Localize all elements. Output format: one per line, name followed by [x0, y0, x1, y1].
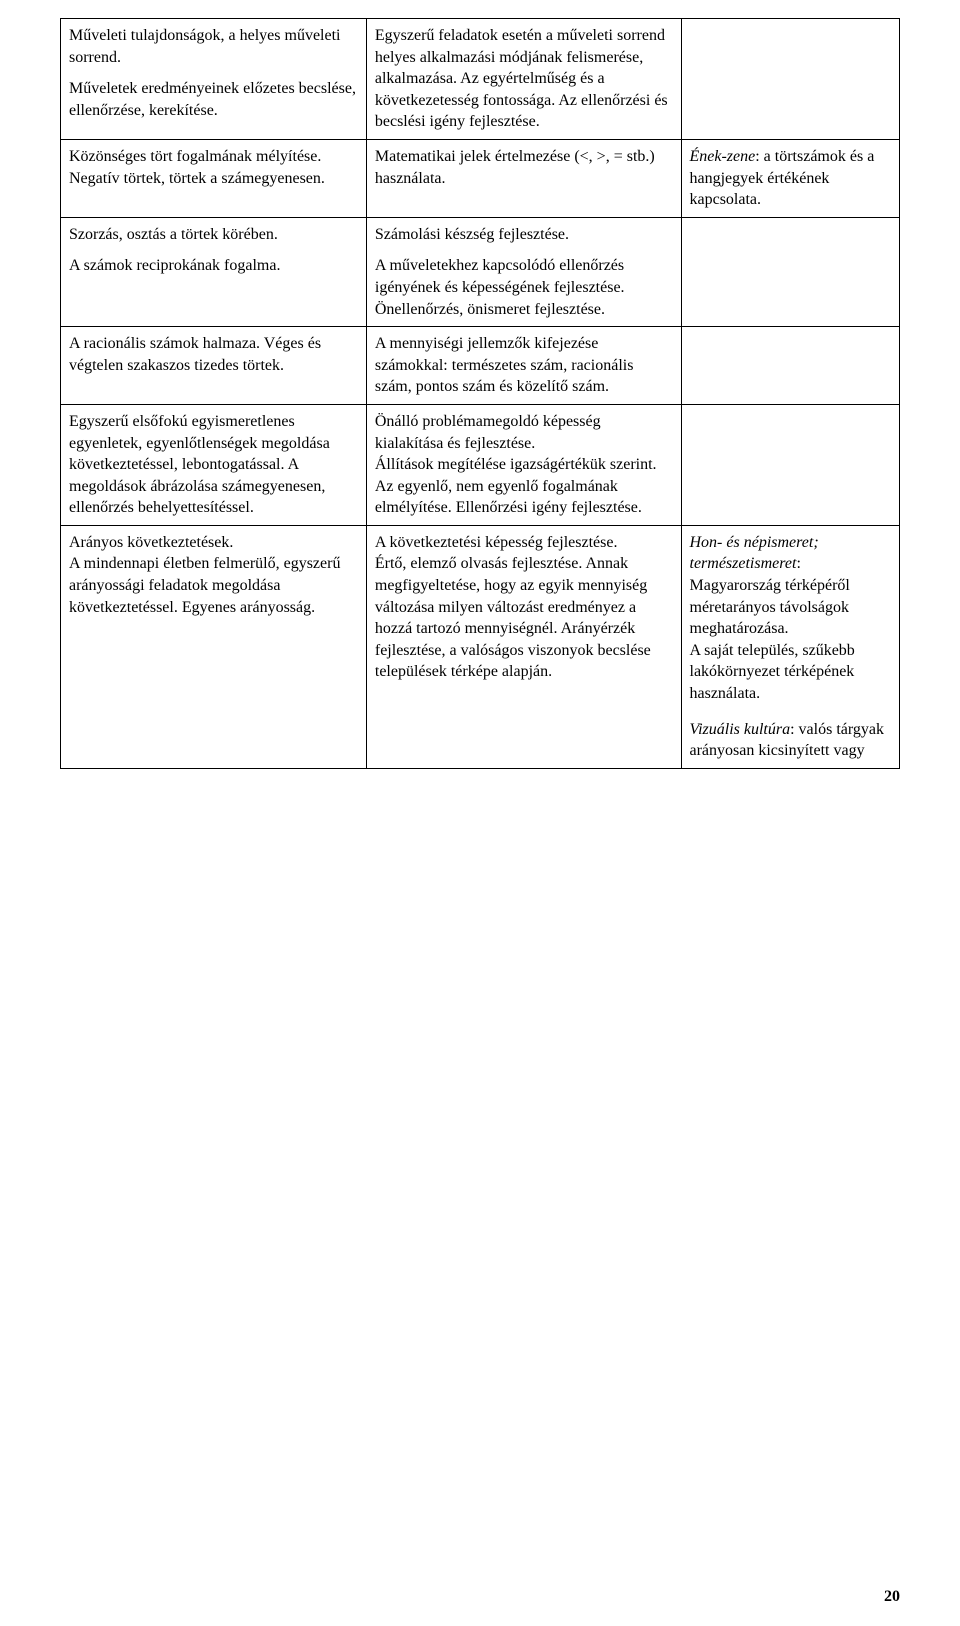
para: Egyszerű feladatok esetén a műveleti sor… [375, 25, 673, 133]
cell-col3 [681, 217, 900, 326]
para: A műveletekhez kapcsolódó ellenőrzés igé… [375, 255, 673, 320]
para: Számolási készség fejlesztése. [375, 224, 673, 246]
cell-col1: Közönséges tört fogalmának mélyítése. Ne… [61, 139, 367, 217]
para: Arányos következtetések.A mindennapi éle… [69, 532, 358, 618]
table-row: Közönséges tört fogalmának mélyítése. Ne… [61, 139, 900, 217]
cell-col1: Arányos következtetések.A mindennapi éle… [61, 525, 367, 768]
text-run: : Magyarország térképéről méretarányos t… [690, 555, 855, 702]
cell-col1: Egyszerű elsőfokú egyismeretlenes egyenl… [61, 404, 367, 525]
cell-col3 [681, 19, 900, 140]
para: Hon- és népismeret; természetismeret: Ma… [690, 532, 892, 705]
para: A számok reciprokának fogalma. [69, 255, 358, 277]
table-row: Arányos következtetések.A mindennapi éle… [61, 525, 900, 768]
italic-run: Ének-zene [690, 148, 756, 165]
table-row: Szorzás, osztás a törtek körében. A szám… [61, 217, 900, 326]
cell-col3 [681, 404, 900, 525]
cell-col1: A racionális számok halmaza. Véges és vé… [61, 327, 367, 405]
cell-col2: Egyszerű feladatok esetén a műveleti sor… [366, 19, 681, 140]
italic-run: Vizuális kultúra [690, 721, 791, 738]
para: Műveletek eredményeinek előzetes becslés… [69, 78, 358, 121]
table-row: Egyszerű elsőfokú egyismeretlenes egyenl… [61, 404, 900, 525]
para: Műveleti tulajdonságok, a helyes művelet… [69, 25, 358, 68]
page-number: 20 [884, 1588, 900, 1606]
cell-col3 [681, 327, 900, 405]
cell-col2: A mennyiségi jellemzők kifejezése számok… [366, 327, 681, 405]
cell-col2: A következtetési képesség fejlesztése.Ér… [366, 525, 681, 768]
page: Műveleti tulajdonságok, a helyes művelet… [0, 0, 960, 1626]
para: A mennyiségi jellemzők kifejezése számok… [375, 333, 673, 398]
cell-col2: Matematikai jelek értelmezése (<, >, = s… [366, 139, 681, 217]
para: A következtetési képesség fejlesztése.Ér… [375, 532, 673, 683]
table-row: Műveleti tulajdonságok, a helyes művelet… [61, 19, 900, 140]
cell-col1: Szorzás, osztás a törtek körében. A szám… [61, 217, 367, 326]
content-table: Műveleti tulajdonságok, a helyes művelet… [60, 18, 900, 769]
cell-col3: Hon- és népismeret; természetismeret: Ma… [681, 525, 900, 768]
para: Matematikai jelek értelmezése (<, >, = s… [375, 146, 673, 189]
table-row: A racionális számok halmaza. Véges és vé… [61, 327, 900, 405]
para: Szorzás, osztás a törtek körében. [69, 224, 358, 246]
para: Vizuális kultúra: valós tárgyak arányosa… [690, 719, 892, 762]
cell-col3: Ének-zene: a törtszámok és a hangjegyek … [681, 139, 900, 217]
para: Ének-zene: a törtszámok és a hangjegyek … [690, 146, 892, 211]
para: Egyszerű elsőfokú egyismeretlenes egyenl… [69, 411, 358, 519]
cell-col1: Műveleti tulajdonságok, a helyes művelet… [61, 19, 367, 140]
para: A racionális számok halmaza. Véges és vé… [69, 333, 358, 376]
para: Közönséges tört fogalmának mélyítése. Ne… [69, 146, 358, 189]
cell-col2: Számolási készség fejlesztése. A művelet… [366, 217, 681, 326]
cell-col2: Önálló problémamegoldó képesség kialakít… [366, 404, 681, 525]
para: Önálló problémamegoldó képesség kialakít… [375, 411, 673, 519]
